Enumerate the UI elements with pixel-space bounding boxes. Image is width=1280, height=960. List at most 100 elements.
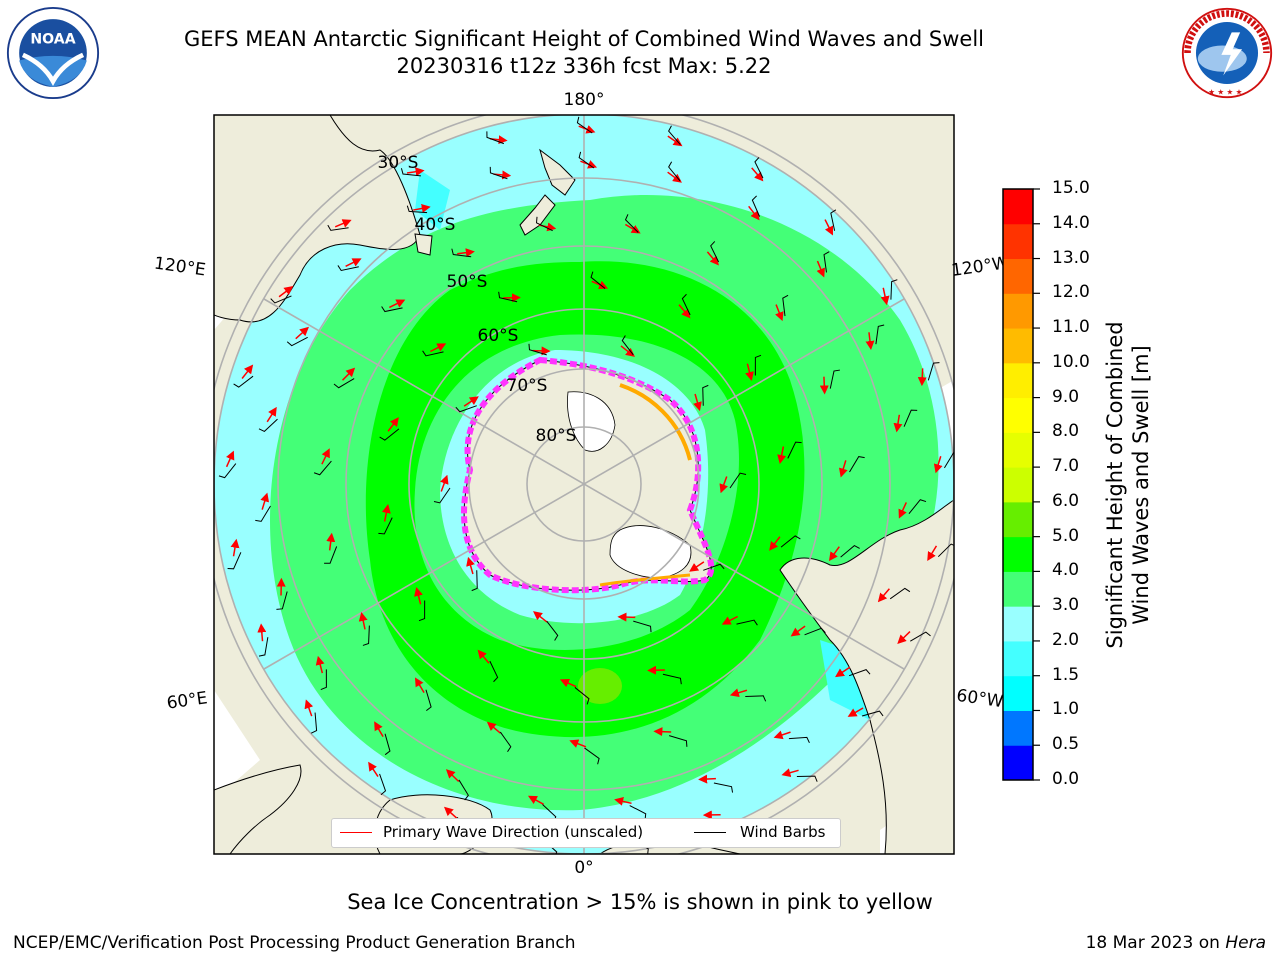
colorbar-label-line2: Wind Waves and Swell [m] [1129,345,1153,625]
wind-barb [333,378,355,389]
legend-wind-label: Wind Barbs [740,823,826,841]
wave-arrow [463,396,479,407]
wave-arrow [653,727,672,737]
wind-barb [499,731,512,753]
wind-barb [378,517,393,535]
wave-arrow [257,623,267,642]
wind-barb [908,499,927,515]
wind-barb [713,782,734,793]
wave-arrow [865,332,875,350]
wave-arrow [387,417,399,432]
wind-barb [384,733,391,756]
wave-arrow [816,260,825,278]
nws-logo: ★ ★ ★ ★ [1181,7,1273,99]
wind-barb [406,205,428,214]
wind-barb [276,591,288,610]
wave-arrow [368,761,379,777]
wave-arrow [266,406,277,423]
wave-arrow [381,504,391,522]
wave-arrow [897,631,911,644]
wind-barb [782,294,789,317]
wind-barb [736,619,758,626]
wind-barb [255,505,271,522]
colorbar-tick-label: 6.0 [1052,490,1080,511]
lon-label-lower-left: 60°E [166,688,209,713]
legend-wave-label: Primary Wave Direction (unscaled) [383,823,644,841]
footer-date-text: 18 Mar 2023 on [1085,933,1226,953]
wind-barb [796,775,818,782]
wind-barb [400,168,421,177]
noaa-logo: NOAA [6,6,100,100]
wind-barb [458,779,469,801]
wind-barb [702,384,709,406]
colorbar-band [1003,189,1033,225]
wave-arrow [334,219,352,228]
wind-barb [621,335,634,356]
wind-barb [422,350,444,357]
colorbar-tick-label: 8.0 [1052,421,1080,442]
wave-arrow [241,364,254,379]
lat-label-70s: 70°S [507,376,548,396]
wind-barb [379,428,400,441]
wave-arrow [880,287,890,306]
wave-arrow [898,502,907,519]
colorbar-band [1003,536,1033,572]
wind-barb [310,712,318,734]
chart-subtitle: 20230316 t12z 336h fcst Max: 5.22 [396,54,772,78]
colorbar-band [1003,571,1033,607]
colorbar-band [1003,710,1033,746]
wave-arrow [413,204,431,213]
wind-barb [830,209,837,231]
wave-arrow [406,167,425,177]
wind-barb [840,544,860,558]
wave-arrow [414,677,425,693]
wave-arrow [877,588,890,603]
wind-barb [489,660,499,683]
wave-arrow [260,492,270,510]
wind-barb [662,673,682,685]
wind-barb [286,336,308,347]
wave-arrow [721,615,738,625]
wind-barb [787,441,802,459]
wind-barb [823,251,830,273]
wave-arrow [617,612,636,622]
wind-barb [780,535,801,548]
colorbar-tick-label: 15.0 [1052,178,1090,198]
africa [214,764,302,854]
australia [214,115,421,323]
wave-arrow [689,561,705,572]
wind-barb [633,620,652,633]
sea-ice-note: Sea Ice Concentration > 15% is shown in … [347,890,933,914]
wave-arrow [933,456,943,474]
wind-barb [903,409,918,427]
colorbar-band [1003,258,1033,294]
wind-barb [849,456,865,473]
colorbar-tick-label: 3.0 [1052,595,1080,616]
wind-barb [927,362,940,381]
new-zealand [539,148,576,196]
colorbar-frame [1002,188,1034,781]
colorbar-band [1003,606,1033,642]
wave-arrow [466,556,475,575]
wind-barb [829,369,840,389]
legend-wind-line [694,832,726,833]
wave-arrow [706,251,719,266]
colorbar-label-line1: Significant Height of Combined [1103,321,1127,649]
colorbar [1003,189,1033,781]
chart-title: GEFS MEAN Antarctic Significant Height o… [183,27,985,51]
wave-arrow [304,699,314,717]
wave-arrow [847,707,864,717]
colorbar-tick-label: 7.0 [1052,456,1080,477]
wind-barb [710,241,720,263]
lon-label-upper-left: 120°E [153,253,207,280]
wind-barb [804,627,826,636]
wave-arrow [775,304,784,322]
wave-arrow [559,678,577,688]
wind-barb [418,600,426,622]
wind-barb [320,669,327,690]
wave-arrow [614,796,632,806]
wave-arrow [893,414,903,433]
wind-barb [681,293,691,316]
colorbar-band [1003,432,1033,468]
wave-arrow [358,611,368,630]
